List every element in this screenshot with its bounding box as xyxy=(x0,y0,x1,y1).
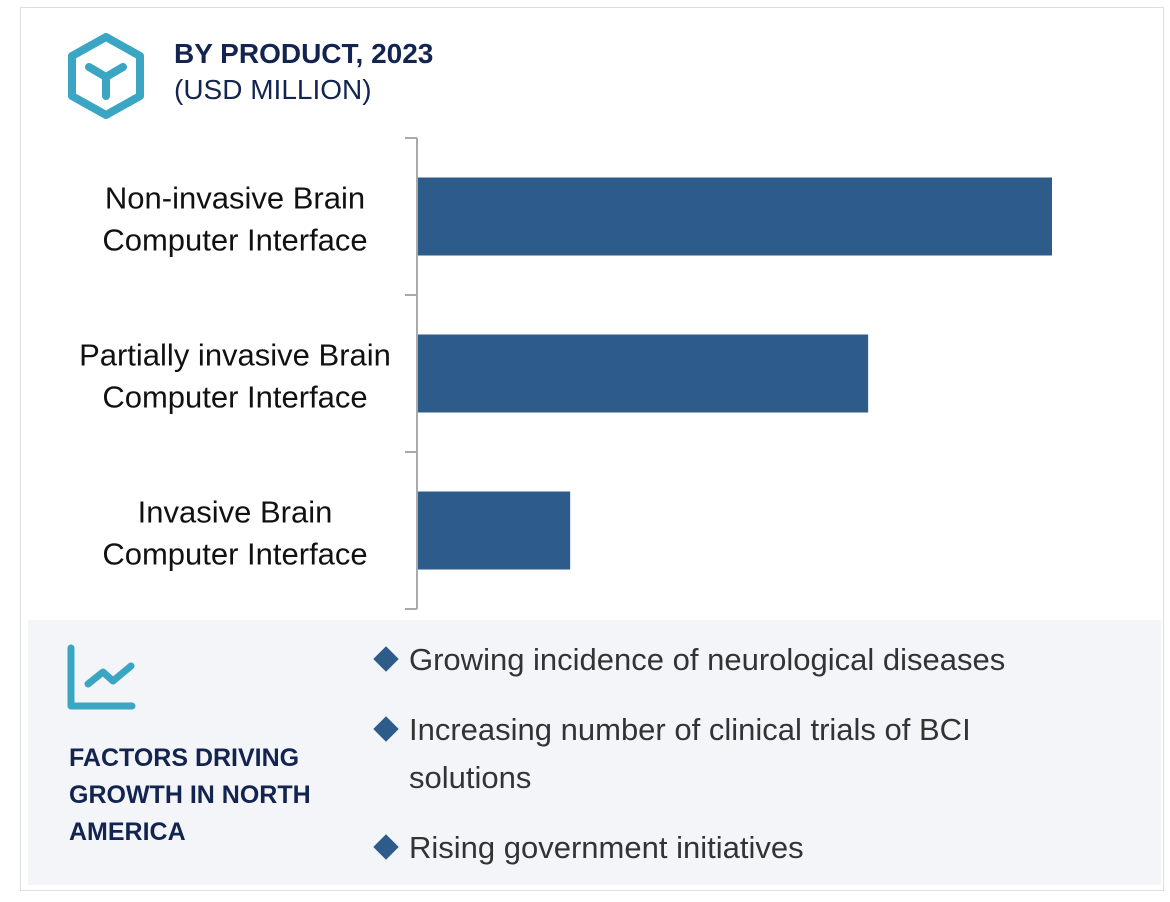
bar xyxy=(418,491,571,570)
category-label: Partially invasive Brain xyxy=(79,338,391,373)
chart-subtitle: (USD MILLION) xyxy=(174,74,372,105)
bar-chart: Non-invasive Brain Computer Interface Part… xyxy=(79,137,1052,610)
factor-item: Growing incidence of neurological diseas… xyxy=(372,636,1092,684)
factors-title: FACTORS DRIVING GROWTH IN NORTH AMERICA xyxy=(69,744,311,846)
diamond-bullet-icon xyxy=(373,716,399,742)
card-frame xyxy=(20,7,1164,891)
diamond-bullet-icon xyxy=(373,834,399,860)
category-label: Computer Interface xyxy=(102,537,367,572)
line-chart-growth-icon xyxy=(67,644,136,710)
category-label: Computer Interface xyxy=(102,223,367,258)
factor-text: Increasing number of clinical trials of … xyxy=(409,712,971,795)
factor-item: Increasing number of clinical trials of … xyxy=(372,706,1092,802)
category-label: Non-invasive Brain xyxy=(105,181,365,216)
factor-item: Rising government initiatives xyxy=(372,824,1092,872)
hexagon-y-icon xyxy=(68,33,144,119)
category-label: Invasive Brain xyxy=(138,495,333,530)
factor-text: Rising government initiatives xyxy=(409,830,804,865)
factor-text: Growing incidence of neurological diseas… xyxy=(409,642,1006,677)
chart-title: BY PRODUCT, 2023 xyxy=(174,38,434,69)
bar xyxy=(418,334,869,413)
category-label: Computer Interface xyxy=(102,380,367,415)
bar xyxy=(418,177,1052,256)
factors-panel xyxy=(28,620,1161,885)
diamond-bullet-icon xyxy=(373,646,399,672)
